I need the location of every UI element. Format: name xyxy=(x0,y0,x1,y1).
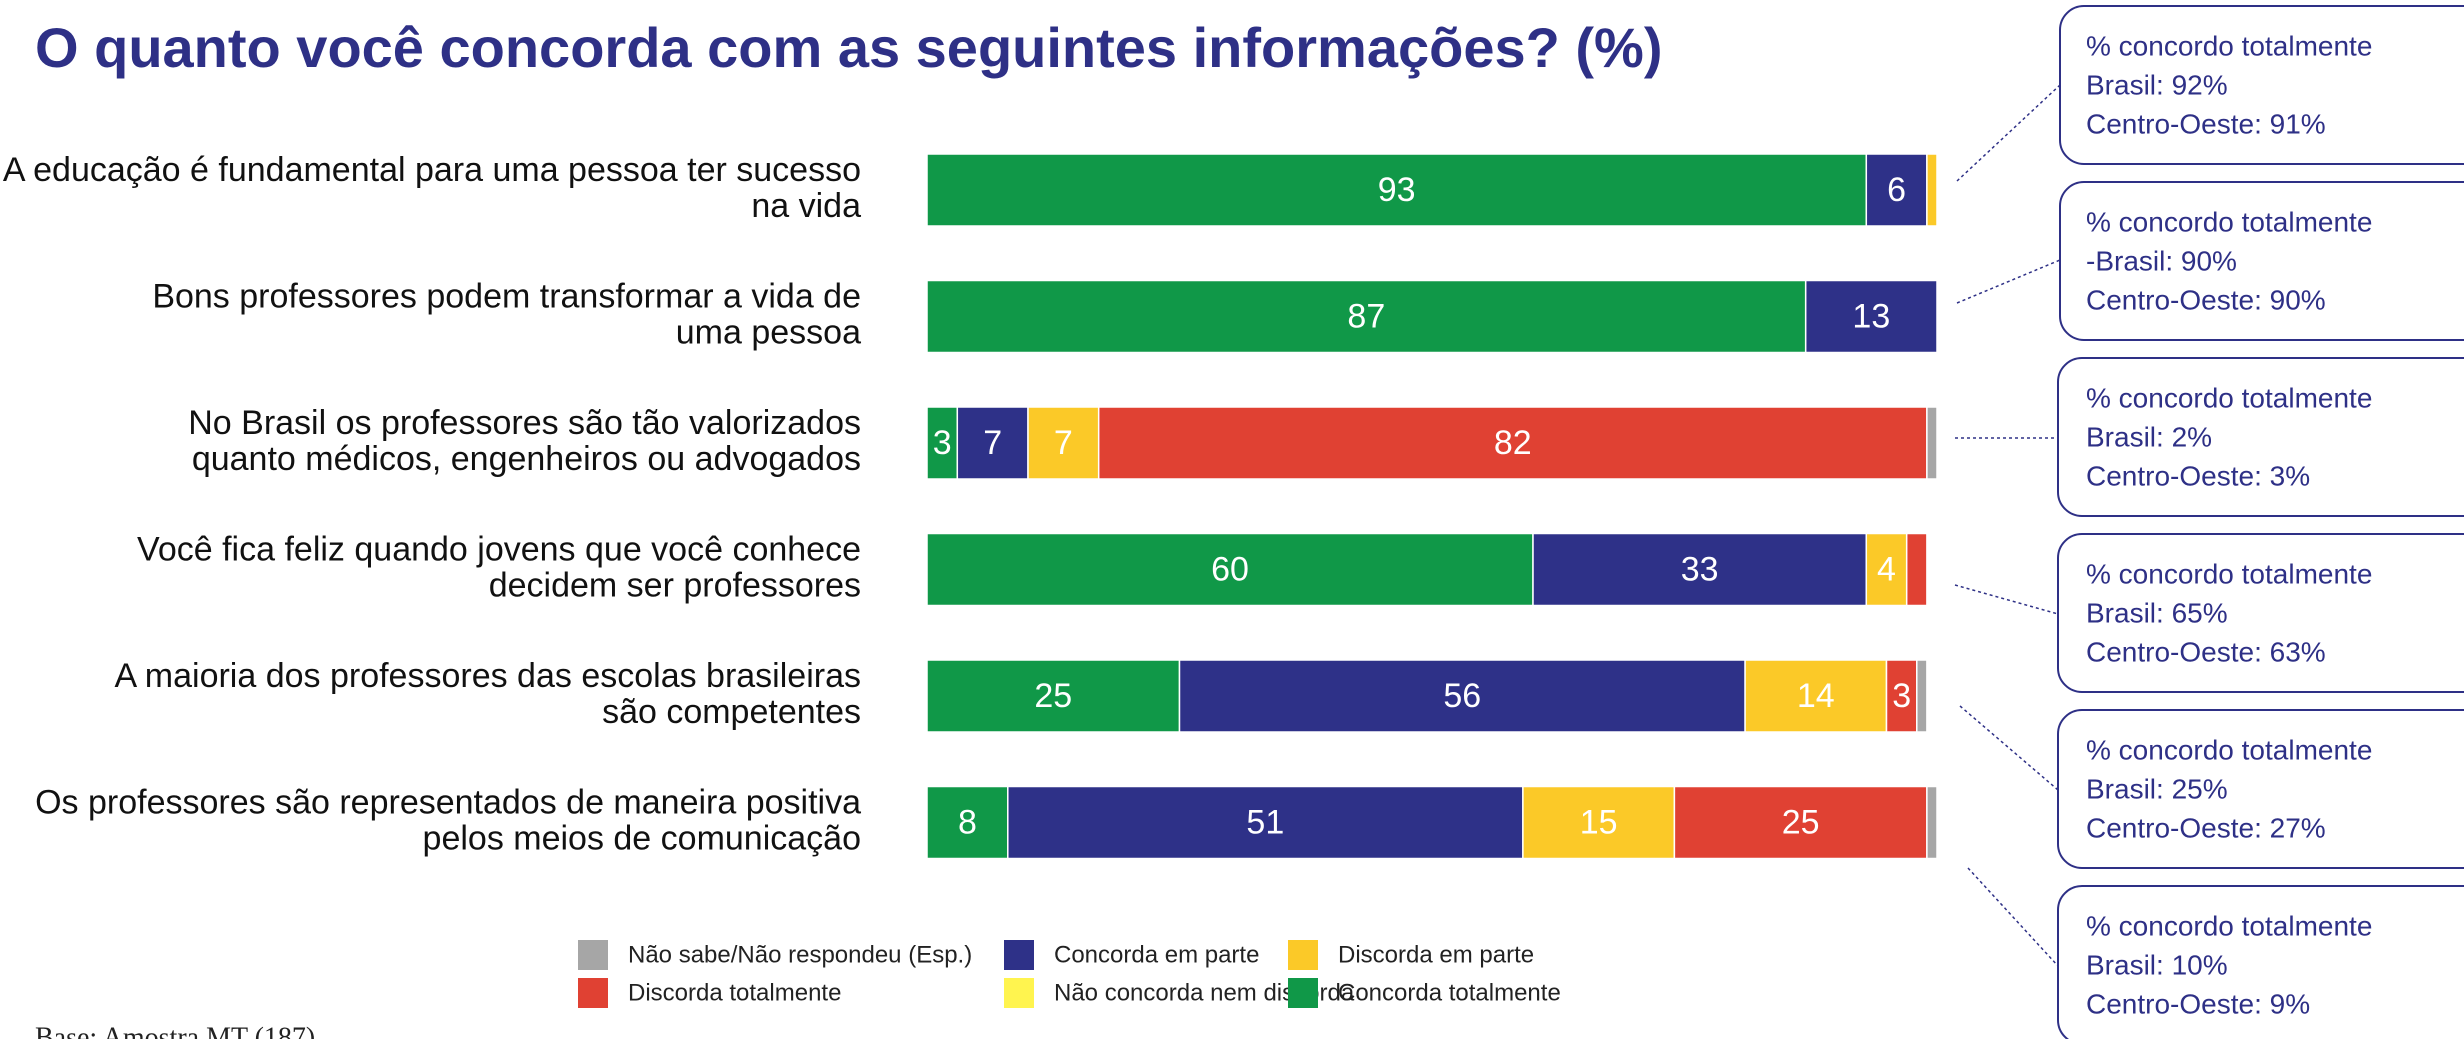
category-label: decidem ser professores xyxy=(489,566,861,604)
callout-text: Brasil: 65% xyxy=(2086,597,2228,628)
value-label: 3 xyxy=(933,424,952,462)
bar-segment xyxy=(926,279,1807,354)
callout-text: Brasil: 2% xyxy=(2086,421,2212,452)
callout-text: Centro-Oeste: 27% xyxy=(2086,812,2326,843)
value-label: 93 xyxy=(1378,171,1416,209)
category-label: No Brasil os professores são tão valoriz… xyxy=(188,404,861,442)
value-label: 25 xyxy=(1782,803,1820,841)
bar-segment xyxy=(1027,406,1100,480)
category-label: quanto médicos, engenheiros ou advogados xyxy=(192,440,861,478)
legend-label: Não sabe/Não respondeu (Esp.) xyxy=(628,941,972,968)
legend-swatch xyxy=(1288,940,1318,970)
category-label: Você fica feliz quando jovens que você c… xyxy=(137,530,861,568)
bar-segment xyxy=(1178,659,1746,733)
callout-text: Centro-Oeste: 3% xyxy=(2086,460,2310,491)
category-label: pelos meios de comunicação xyxy=(423,819,861,857)
callout-text: Brasil: 92% xyxy=(2086,69,2228,100)
base-note: Base: Amostra MT (187) xyxy=(35,1022,315,1039)
bar-segment xyxy=(1926,406,1938,480)
value-label: 8 xyxy=(958,803,977,841)
callout-box xyxy=(2057,533,2464,693)
callout-connector xyxy=(1967,867,2059,967)
bar-segment xyxy=(926,785,1009,860)
bar-segment xyxy=(1744,659,1888,733)
value-label: 25 xyxy=(1034,677,1072,715)
callout-text: % concordo totalmente xyxy=(2086,206,2372,237)
category-label: na vida xyxy=(751,187,861,225)
chart-title: O quanto você concorda com as seguintes … xyxy=(35,16,1662,79)
callout-text: % concordo totalmente xyxy=(2086,558,2372,589)
legend-swatch xyxy=(578,978,608,1008)
callout-connector xyxy=(1956,259,2061,304)
bar-segment xyxy=(926,406,959,480)
callout-text: % concordo totalmente xyxy=(2086,910,2372,941)
callout-box xyxy=(2057,357,2464,517)
category-label: Bons professores podem transformar a vid… xyxy=(152,277,861,315)
value-label: 7 xyxy=(1054,424,1073,462)
category-label: são competentes xyxy=(602,693,861,731)
callout-connector xyxy=(1954,584,2059,615)
legend-label: Concorda totalmente xyxy=(1338,979,1561,1006)
category-label: uma pessoa xyxy=(676,313,861,351)
category-label: A educação é fundamental para uma pessoa… xyxy=(3,151,861,189)
bar-segment xyxy=(1926,153,1938,227)
callout-text: Centro-Oeste: 63% xyxy=(2086,636,2326,667)
value-label: 60 xyxy=(1211,550,1249,588)
callout-text: Brasil: 10% xyxy=(2086,949,2228,980)
bar-segment xyxy=(956,406,1029,480)
callout-box xyxy=(2057,885,2464,1039)
callout-text: -Brasil: 90% xyxy=(2086,245,2237,276)
bar-segment xyxy=(926,659,1181,733)
callout-box xyxy=(2057,709,2464,869)
bar-segment xyxy=(926,532,1534,607)
bar-segment xyxy=(1905,532,1928,607)
value-label: 51 xyxy=(1246,803,1284,841)
callout-text: Centro-Oeste: 90% xyxy=(2086,284,2326,315)
legend-label: Discorda totalmente xyxy=(628,979,841,1006)
value-label: 14 xyxy=(1797,677,1835,715)
value-label: 7 xyxy=(983,424,1002,462)
bar-segment xyxy=(1097,406,1928,480)
callout-text: % concordo totalmente xyxy=(2086,30,2372,61)
bar-segment xyxy=(926,153,1868,227)
bar-segment xyxy=(1926,785,1938,860)
category-label: A maioria dos professores das escolas br… xyxy=(115,657,861,695)
callout-box xyxy=(2059,181,2464,341)
legend-swatch xyxy=(1288,978,1318,1008)
callout-text: Centro-Oeste: 91% xyxy=(2086,108,2326,139)
legend-label: Concorda em parte xyxy=(1054,941,1259,968)
callout-connector xyxy=(1956,84,2061,182)
legend-swatch xyxy=(578,940,608,970)
bar-segment xyxy=(1007,785,1524,860)
legend-label: Discorda em parte xyxy=(1338,941,1534,968)
value-label: 6 xyxy=(1887,171,1906,209)
category-label: Os professores são representados de mane… xyxy=(35,783,861,821)
callout-connector xyxy=(1959,705,2059,791)
legend-swatch xyxy=(1004,940,1034,970)
legend-swatch xyxy=(1004,978,1034,1008)
value-label: 56 xyxy=(1443,677,1481,715)
value-label: 87 xyxy=(1347,297,1385,335)
value-label: 13 xyxy=(1852,297,1890,335)
callout-text: % concordo totalmente xyxy=(2086,734,2372,765)
value-label: 33 xyxy=(1681,550,1719,588)
value-label: 15 xyxy=(1580,803,1618,841)
bar-segment xyxy=(1865,153,1928,227)
callout-text: Centro-Oeste: 9% xyxy=(2086,988,2310,1019)
callout-text: % concordo totalmente xyxy=(2086,382,2372,413)
callout-box xyxy=(2059,5,2464,165)
bar-segment xyxy=(1522,785,1676,860)
value-label: 3 xyxy=(1892,677,1911,715)
bar-segment xyxy=(1673,785,1928,860)
value-label: 4 xyxy=(1877,550,1896,588)
bar-segment xyxy=(1804,279,1938,354)
bar-segment xyxy=(1532,532,1868,607)
callout-text: Brasil: 25% xyxy=(2086,773,2228,804)
bar-segment xyxy=(1916,659,1928,733)
value-label: 82 xyxy=(1494,424,1532,462)
